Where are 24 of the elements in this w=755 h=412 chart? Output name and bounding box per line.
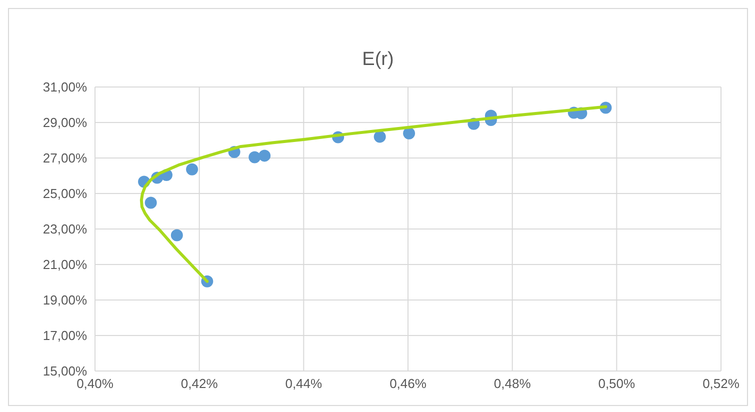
point [374, 130, 386, 143]
y-tick-label: 21,00% [42, 257, 88, 272]
y-tick-label: 17,00% [42, 328, 88, 344]
x-tick-label: 0,52% [702, 376, 740, 392]
point [186, 163, 198, 176]
y-tick-label: 23,00% [42, 222, 88, 237]
point [170, 229, 183, 242]
point [258, 150, 271, 162]
chart-title: E(r) [361, 49, 395, 71]
x-tick-label: 0,48% [494, 376, 532, 392]
x-tick-label: 0,42% [180, 376, 218, 392]
x-tick-label: 0,44% [285, 376, 323, 392]
y-tick-label: 29,00% [42, 115, 88, 130]
point [403, 127, 416, 140]
point [144, 196, 157, 209]
x-tick-label: 0,40% [76, 376, 114, 392]
x-tick-label: 0,46% [390, 376, 427, 392]
point [248, 151, 261, 164]
y-tick-label: 25,00% [42, 186, 88, 202]
y-tick-label: 19,00% [42, 292, 88, 308]
y-tick-label: 31,00% [42, 80, 88, 95]
y-tick-label: 27,00% [42, 150, 88, 166]
x-tick-label: 0,50% [598, 376, 636, 392]
y-tick-label: 15,00% [42, 364, 88, 379]
